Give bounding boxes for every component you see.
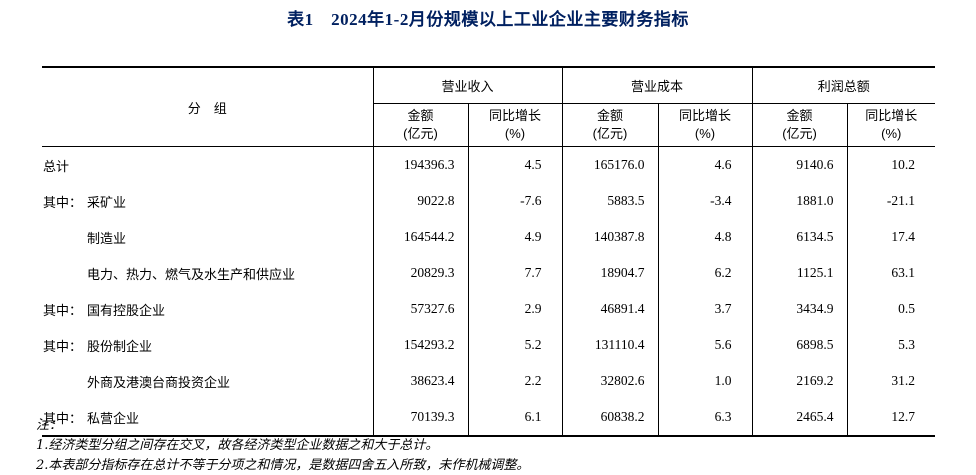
cell-value: 154293.2 [372, 327, 468, 363]
cell-value: 12.7 [846, 399, 936, 436]
col-header-cost-growth: 同比增长 (%) [657, 103, 753, 147]
cell-value: 6.1 [467, 399, 563, 436]
cell-value: 165176.0 [561, 146, 659, 183]
cell-value: 3.7 [657, 291, 753, 327]
cell-value: -21.1 [846, 183, 936, 219]
cell-value: 17.4 [846, 219, 936, 255]
cell-value: 2169.2 [751, 363, 848, 399]
cell-value: 4.6 [657, 146, 753, 183]
col-header-operating-cost: 营业成本 [561, 67, 753, 104]
row-label: 电力、热力、燃气及水生产和供应业 [42, 255, 373, 291]
cell-value: 140387.8 [561, 219, 659, 255]
cell-value: 2465.4 [751, 399, 848, 436]
cell-value: 5883.5 [561, 183, 659, 219]
row-label-prefix: 其中： [43, 194, 83, 210]
row-label-text: 总计 [43, 158, 70, 174]
cell-value: 10.2 [846, 146, 936, 183]
cell-value: 164544.2 [372, 219, 468, 255]
row-label-prefix: 其中： [43, 338, 83, 354]
row-label: 其中： 国有控股企业 [42, 291, 373, 327]
financial-indicators-table: 分 组 营业收入 营业成本 利润总额 金额 (亿元) 同比增长 (%) 金额 (亿元)… [42, 66, 936, 437]
col-header-group: 分 组 [42, 67, 373, 147]
cell-value: 31.2 [846, 363, 936, 399]
footnote-item: 1.经济类型分组之间存在交叉，故各经济类型企业数据之和大于总计。 [36, 438, 439, 453]
cell-value: 9022.8 [372, 183, 468, 219]
row-label-text: 股份制企业 [87, 338, 153, 354]
cell-value: 38623.4 [372, 363, 468, 399]
row-label-prefix: 其中： [43, 410, 83, 426]
col-header-operating-revenue: 营业收入 [372, 67, 563, 104]
col-header-revenue-growth: 同比增长 (%) [467, 103, 563, 147]
cell-value: 63.1 [846, 255, 936, 291]
cell-value: -7.6 [467, 183, 563, 219]
cell-value: 57327.6 [372, 291, 468, 327]
row-label: 制造业 [42, 219, 373, 255]
cell-value: 2.9 [467, 291, 563, 327]
row-label-text: 采矿业 [87, 194, 127, 210]
cell-value: 1881.0 [751, 183, 848, 219]
row-label-text: 私营企业 [87, 410, 140, 426]
cell-value: 32802.6 [561, 363, 659, 399]
cell-value: 1.0 [657, 363, 753, 399]
cell-value: 20829.3 [372, 255, 468, 291]
table-row: 制造业 164544.2 4.9 140387.8 4.8 6134.5 17.… [42, 219, 936, 255]
row-label-text: 国有控股企业 [87, 302, 166, 318]
cell-value: 6.3 [657, 399, 753, 436]
cell-value: 6134.5 [751, 219, 848, 255]
cell-value: 4.8 [657, 219, 753, 255]
row-label: 其中： 股份制企业 [42, 327, 373, 363]
cell-value: 1125.1 [751, 255, 848, 291]
header-group-row: 分 组 营业收入 营业成本 利润总额 [42, 67, 936, 147]
cell-value: 3434.9 [751, 291, 848, 327]
table-title: 表1 2024年1-2月份规模以上工业企业主要财务指标 [287, 10, 689, 29]
col-header-profit-amount: 金额 (亿元) [751, 103, 848, 147]
table-row: 其中： 采矿业 9022.8 -7.6 5883.5 -3.4 1881.0 -2… [42, 183, 936, 219]
col-header-profit-growth: 同比增长 (%) [846, 103, 936, 147]
col-header-total-profit: 利润总额 [751, 67, 936, 104]
cell-value: 0.5 [846, 291, 936, 327]
table-row: 其中： 国有控股企业 57327.6 2.9 46891.4 3.7 3434.9… [42, 291, 936, 327]
row-label: 外商及港澳台商投资企业 [42, 363, 373, 399]
header-sub-row: 金额 (亿元) 同比增长 (%) 金额 (亿元) 同比增长 (%) 金额 (亿元) 同比增… [42, 103, 936, 147]
table-row: 总计 194396.3 4.5 165176.0 4.6 9140.6 10.2 [42, 146, 936, 184]
row-label: 其中： 私营企业 [42, 399, 373, 436]
footnote-heading: 注： [36, 418, 63, 433]
table-row: 其中： 股份制企业 154293.2 5.2 131110.4 5.6 6898.… [42, 327, 936, 363]
row-label-text: 电力、热力、燃气及水生产和供应业 [87, 266, 296, 282]
col-header-revenue-amount: 金额 (亿元) [372, 103, 468, 147]
cell-value: 18904.7 [561, 255, 659, 291]
cell-value: 4.5 [467, 146, 563, 183]
row-label-prefix: 其中： [43, 302, 83, 318]
cell-value: 5.6 [657, 327, 753, 363]
cell-value: 9140.6 [751, 146, 848, 183]
cell-value: -3.4 [657, 183, 753, 219]
row-label: 总计 [42, 147, 373, 184]
cell-value: 4.9 [467, 219, 563, 255]
footnote-item: 2.本表部分指标存在总计不等于分项之和情况，是数据四舍五入所致，未作机械调整。 [36, 458, 530, 473]
cell-value: 194396.3 [372, 146, 468, 183]
table-row: 其中： 私营企业 70139.3 6.1 60838.2 6.3 2465.4 1… [42, 399, 936, 436]
cell-value: 5.3 [846, 327, 936, 363]
cell-value: 6.2 [657, 255, 753, 291]
row-label-text: 外商及港澳台商投资企业 [87, 374, 231, 390]
table-row: 电力、热力、燃气及水生产和供应业 20829.3 7.7 18904.7 6.2… [42, 255, 936, 291]
table-container: 分 组 营业收入 营业成本 利润总额 金额 (亿元) 同比增长 (%) 金额 (亿元)… [42, 66, 936, 437]
cell-value: 6898.5 [751, 327, 848, 363]
cell-value: 46891.4 [561, 291, 659, 327]
cell-value: 70139.3 [372, 399, 468, 436]
row-label-text: 制造业 [87, 230, 127, 246]
table-row: 外商及港澳台商投资企业 38623.4 2.2 32802.6 1.0 2169… [42, 363, 936, 399]
cell-value: 60838.2 [561, 399, 659, 436]
cell-value: 131110.4 [561, 327, 659, 363]
footnotes: 注： 1.经济类型分组之间存在交叉，故各经济类型企业数据之和大于总计。 2.本表… [36, 416, 529, 475]
col-header-cost-amount: 金额 (亿元) [561, 103, 659, 147]
cell-value: 2.2 [467, 363, 563, 399]
row-label: 其中： 采矿业 [42, 183, 373, 219]
cell-value: 5.2 [467, 327, 563, 363]
cell-value: 7.7 [467, 255, 563, 291]
